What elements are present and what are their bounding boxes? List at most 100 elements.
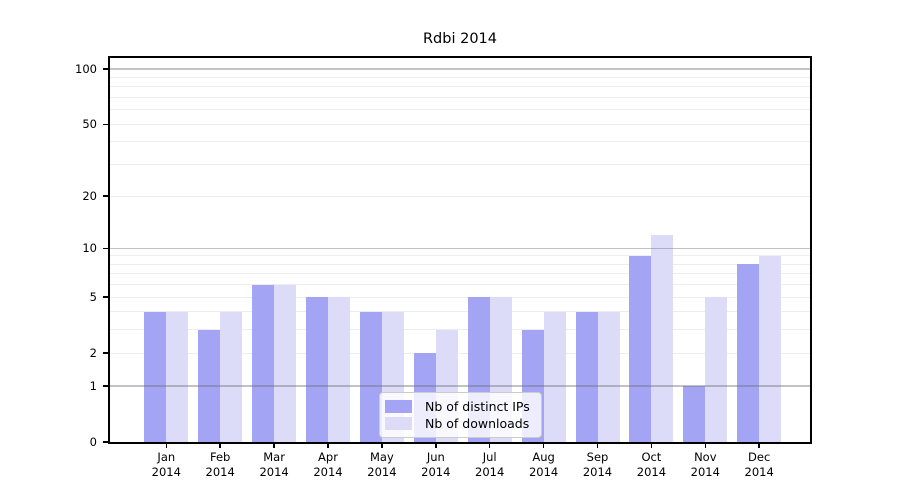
- gridline-major: [110, 68, 810, 70]
- x-tick-label: Feb 2014: [190, 450, 250, 480]
- bar-aug-downloads: [543, 311, 566, 442]
- x-tick-month: May: [370, 450, 394, 464]
- legend-item-downloads: Nb of downloads: [385, 415, 533, 432]
- x-tick-year: 2014: [313, 465, 343, 479]
- y-tick-label: 10: [82, 241, 97, 256]
- bar-oct-downloads: [651, 234, 674, 442]
- y-tick: [103, 441, 108, 443]
- y-tick-label: 2: [89, 346, 97, 361]
- bar-apr-distinct-ips: [306, 297, 328, 442]
- gridline-major: [110, 385, 810, 387]
- x-tick: [542, 444, 545, 448]
- x-tick-month: Mar: [263, 450, 285, 464]
- x-tick-year: 2014: [636, 465, 667, 479]
- bar-apr-downloads: [328, 297, 350, 442]
- axis-spine-right: [810, 56, 812, 444]
- bar-oct-distinct-ips: [629, 255, 652, 442]
- x-tick: [650, 444, 653, 448]
- x-tick-month: Jan: [157, 450, 176, 464]
- x-tick-year: 2014: [475, 465, 505, 479]
- y-tick: [103, 195, 108, 197]
- y-tick-label: 20: [82, 189, 97, 203]
- y-tick: [103, 296, 108, 298]
- legend-label-distinct-ips: Nb of distinct IPs: [425, 399, 530, 414]
- legend: Nb of distinct IPs Nb of downloads: [379, 392, 542, 438]
- x-tick-year: 2014: [690, 465, 720, 479]
- y-tick: [103, 247, 108, 249]
- x-tick-month: Oct: [641, 450, 662, 464]
- bar-feb-downloads: [220, 311, 243, 442]
- x-tick-month: Sep: [586, 450, 609, 464]
- y-tick-label: 50: [82, 117, 97, 132]
- bar-mar-distinct-ips: [252, 284, 275, 442]
- x-tick-year: 2014: [582, 465, 613, 479]
- legend-swatch-distinct-ips: [385, 400, 412, 413]
- x-tick-label: Aug 2014: [514, 450, 574, 480]
- legend-item-distinct-ips: Nb of distinct IPs: [385, 398, 533, 415]
- bar-jan-downloads: [166, 311, 189, 442]
- axis-spine-left: [108, 56, 110, 444]
- y-tick: [103, 352, 108, 354]
- chart-title: Rdbi 2014: [422, 31, 498, 47]
- x-tick-month: Aug: [532, 450, 555, 464]
- gridline-minor: [110, 86, 810, 88]
- bar-nov-distinct-ips: [683, 385, 706, 442]
- x-tick-label: Apr 2014: [298, 450, 358, 480]
- x-tick-label: Jan 2014: [136, 450, 196, 480]
- gridline-minor: [110, 263, 810, 265]
- x-tick-label: May 2014: [352, 450, 412, 480]
- x-tick-label: Sep 2014: [568, 450, 628, 480]
- x-tick: [704, 444, 707, 448]
- y-tick-label: 5: [89, 290, 97, 305]
- gridline-minor: [110, 311, 810, 313]
- x-tick-label: Oct 2014: [621, 450, 681, 480]
- x-tick: [758, 444, 760, 448]
- gridline-minor: [110, 296, 810, 298]
- gridline-major: [110, 247, 810, 249]
- gridline-minor: [110, 284, 810, 286]
- gridline-minor: [110, 255, 810, 257]
- bar-nov-downloads: [705, 297, 728, 442]
- bar-mar-downloads: [274, 284, 297, 442]
- bar-sep-distinct-ips: [575, 311, 598, 442]
- x-tick-year: 2014: [744, 465, 774, 479]
- gridline-minor: [110, 329, 810, 331]
- axis-spine-top: [108, 56, 812, 58]
- y-tick-label: 1: [89, 378, 97, 393]
- x-tick-year: 2014: [151, 465, 181, 479]
- y-tick-label: 0: [89, 435, 97, 449]
- gridline-minor: [110, 97, 810, 99]
- bar-dec-downloads: [759, 255, 782, 442]
- x-tick-year: 2014: [367, 465, 397, 479]
- y-tick: [103, 68, 108, 70]
- x-tick: [165, 444, 168, 448]
- x-tick-month: Jul: [482, 450, 497, 464]
- bar-dec-distinct-ips: [737, 264, 760, 442]
- x-tick: [273, 444, 275, 448]
- x-tick-label: Jun 2014: [406, 450, 466, 480]
- legend-swatch-downloads: [385, 417, 412, 430]
- x-tick-month: Apr: [318, 450, 338, 464]
- x-tick-year: 2014: [528, 465, 559, 479]
- bar-may-distinct-ips: [359, 311, 382, 442]
- x-tick-month: Nov: [694, 450, 717, 464]
- y-tick: [103, 123, 108, 126]
- bar-feb-distinct-ips: [198, 329, 221, 442]
- gridline-minor: [110, 123, 810, 125]
- gridline-minor: [110, 77, 810, 79]
- gridline-minor: [110, 352, 810, 354]
- x-tick-label: Dec 2014: [729, 450, 789, 480]
- x-tick-month: Jun: [426, 450, 445, 464]
- x-tick: [596, 444, 599, 448]
- gridline-minor: [110, 141, 810, 143]
- x-tick: [435, 444, 437, 448]
- y-tick-label: 100: [75, 62, 97, 77]
- x-tick-year: 2014: [421, 465, 451, 479]
- bar-jan-distinct-ips: [144, 311, 167, 442]
- x-tick: [488, 444, 491, 448]
- gridline-minor: [110, 273, 810, 275]
- gridline-minor: [110, 164, 810, 166]
- x-tick-year: 2014: [205, 465, 235, 479]
- x-tick-month: Dec: [748, 450, 771, 464]
- x-tick-month: Feb: [210, 450, 231, 464]
